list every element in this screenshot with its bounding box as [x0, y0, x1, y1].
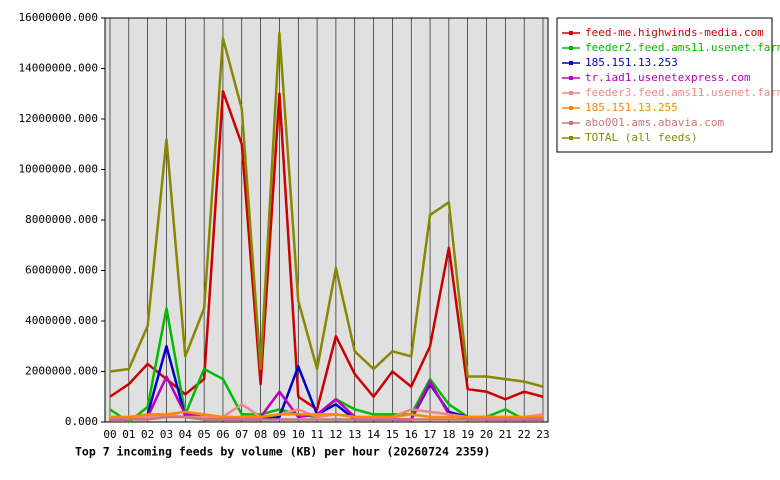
y-tick-label: 2000000.000: [25, 365, 98, 378]
x-tick-label: 09: [273, 428, 286, 441]
x-tick-label: 17: [423, 428, 436, 441]
x-tick-label: 00: [103, 428, 116, 441]
y-tick-label: 10000000.000: [19, 163, 98, 176]
legend-label: feeder3.feed.ams11.usenet.farm: [585, 86, 780, 99]
legend-marker: [569, 76, 573, 80]
chart-title: Top 7 incoming feeds by volume (KB) per …: [75, 445, 490, 459]
x-tick-label: 07: [235, 428, 248, 441]
series-line: [110, 415, 543, 421]
x-tick-label: 11: [310, 428, 323, 441]
x-tick-label: 08: [254, 428, 267, 441]
x-tick-label: 02: [141, 428, 154, 441]
legend-label: abo001.ams.abavia.com: [585, 116, 724, 129]
legend-marker: [569, 106, 573, 110]
x-tick-label: 14: [367, 428, 381, 441]
legend-label: 185.151.13.253: [585, 56, 678, 69]
x-tick-label: 12: [329, 428, 342, 441]
x-tick-label: 04: [179, 428, 193, 441]
x-tick-label: 13: [348, 428, 361, 441]
x-tick-label: 23: [536, 428, 549, 441]
y-tick-label: 14000000.000: [19, 62, 98, 75]
x-tick-label: 16: [405, 428, 418, 441]
x-tick-label: 03: [160, 428, 173, 441]
y-tick-label: 6000000.000: [25, 264, 98, 277]
x-tick-label: 06: [216, 428, 229, 441]
legend-label: 185.151.13.255: [585, 101, 678, 114]
legend-label: feeder2.feed.ams11.usenet.farm: [585, 41, 780, 54]
y-tick-label: 4000000.000: [25, 314, 98, 327]
x-tick-label: 21: [499, 428, 512, 441]
legend-marker: [569, 46, 573, 50]
y-tick-label: 8000000.000: [25, 213, 98, 226]
plot-area: [104, 17, 549, 423]
legend-label: feed-me.highwinds-media.com: [585, 26, 764, 39]
series-line: [109, 31, 544, 388]
legend-marker: [569, 121, 573, 125]
x-tick-label: 22: [518, 428, 531, 441]
legend-marker: [569, 31, 573, 35]
y-tick-label: 16000000.000: [19, 11, 98, 24]
x-tick-label: 10: [292, 428, 305, 441]
x-tick-label: 15: [386, 428, 399, 441]
legend-marker: [569, 136, 573, 140]
y-tick-label: 12000000.000: [19, 112, 98, 125]
x-tick-label: 19: [461, 428, 474, 441]
y-tick-label: 0.000: [65, 415, 98, 428]
series-line: [110, 410, 543, 419]
x-tick-label: 18: [442, 428, 455, 441]
legend-box: [556, 17, 773, 153]
legend-label: tr.iad1.usenetexpress.com: [585, 71, 751, 84]
legend-marker: [569, 61, 573, 65]
legend-marker: [569, 91, 573, 95]
legend-label: TOTAL (all feeds): [585, 131, 698, 144]
x-tick-label: 01: [122, 428, 135, 441]
x-tick-label: 20: [480, 428, 493, 441]
x-tick-label: 05: [198, 428, 211, 441]
